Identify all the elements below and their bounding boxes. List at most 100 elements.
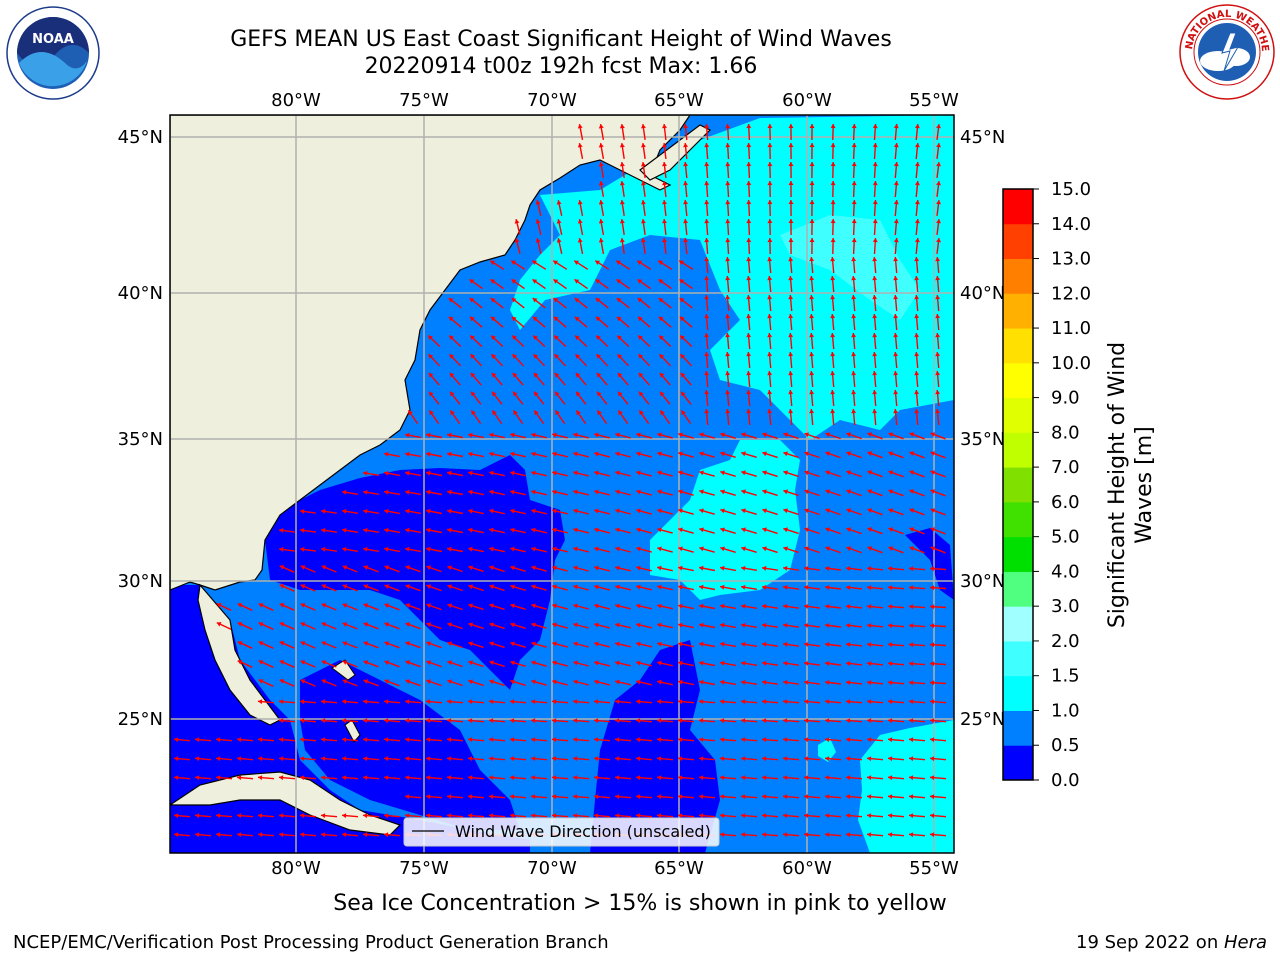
wave-direction-arrowhead — [491, 354, 497, 359]
wave-direction-arrowhead — [657, 546, 662, 552]
wave-direction-arrowhead — [746, 181, 752, 186]
wave-direction-arrowhead — [426, 641, 431, 647]
wave-direction-arrowhead — [720, 718, 725, 724]
wave-direction-arrowhead — [405, 660, 411, 665]
wave-direction-arrowhead — [788, 371, 794, 376]
wave-direction-arrowhead — [662, 143, 667, 148]
wave-direction-arrowhead — [851, 200, 857, 205]
wave-direction-arrowhead — [595, 298, 601, 303]
wave-direction-arrowhead — [809, 219, 815, 223]
wave-direction-arrowhead — [804, 604, 809, 609]
wave-direction-arrowhead — [678, 432, 683, 438]
wave-direction-arrowhead — [321, 527, 326, 533]
wave-direction-arrowhead — [846, 585, 851, 590]
wave-direction-arrowhead — [809, 390, 815, 395]
wave-direction-arrowhead — [594, 546, 599, 552]
wave-direction-arrowhead — [725, 390, 731, 395]
lat-label-left: 25°N — [118, 709, 163, 730]
wave-direction-arrowhead — [681, 391, 686, 397]
colorbar-tick-label: 14.0 — [1051, 214, 1091, 235]
wave-direction-arrowhead — [636, 699, 641, 705]
wave-direction-arrowhead — [783, 451, 788, 457]
wave-direction-arrowhead — [767, 409, 773, 414]
wave-direction-arrowhead — [492, 391, 497, 397]
wave-direction-arrowhead — [195, 813, 200, 819]
wave-direction-arrowhead — [596, 372, 602, 378]
wave-direction-arrowhead — [678, 603, 683, 609]
wave-direction-arrowhead — [930, 623, 935, 629]
wave-direction-arrowhead — [342, 660, 348, 665]
wave-direction-arrowhead — [662, 162, 667, 167]
wave-direction-arrowhead — [447, 794, 452, 800]
wave-direction-arrowhead — [767, 295, 773, 300]
wave-direction-arrowhead — [657, 699, 662, 705]
wave-direction-arrowhead — [300, 832, 305, 838]
wave-direction-arrowhead — [468, 565, 473, 571]
wave-direction-arrowhead — [279, 756, 284, 762]
wave-direction-arrowhead — [678, 718, 683, 724]
wave-direction-arrowhead — [699, 527, 704, 533]
wave-direction-arrowhead — [762, 660, 767, 666]
wave-direction-arrowhead — [846, 680, 851, 685]
wave-direction-arrowhead — [174, 832, 179, 838]
wave-direction-arrowhead — [405, 546, 410, 552]
wave-direction-arrowhead — [867, 470, 873, 475]
wave-direction-arrowhead — [363, 699, 368, 705]
wave-direction-arrowhead — [893, 219, 899, 224]
wave-direction-arrowhead — [384, 603, 390, 608]
wave-direction-arrowhead — [598, 200, 604, 205]
wave-direction-arrowhead — [447, 737, 452, 743]
wave-direction-arrowhead — [678, 546, 683, 552]
wave-direction-arrowhead — [531, 527, 536, 533]
wave-direction-arrowhead — [489, 470, 494, 476]
wave-direction-arrowhead — [830, 276, 836, 281]
wave-direction-arrowhead — [510, 718, 515, 724]
wave-direction-arrowhead — [405, 584, 411, 589]
wave-direction-arrowhead — [426, 603, 431, 609]
wave-direction-arrowhead — [699, 813, 704, 819]
wave-direction-arrowhead — [867, 508, 873, 513]
wave-direction-arrowhead — [699, 489, 704, 495]
wave-direction-arrowhead — [930, 585, 935, 591]
wave-direction-arrowhead — [573, 584, 578, 590]
wave-direction-arrowhead — [767, 181, 773, 186]
wave-direction-arrowhead — [384, 775, 389, 781]
wave-direction-arrowhead — [741, 470, 746, 476]
wave-direction-arrowhead — [783, 432, 788, 438]
wave-direction-arrowhead — [657, 756, 662, 762]
wave-direction-arrowhead — [930, 470, 936, 475]
wave-direction-arrowhead — [574, 260, 579, 265]
wave-direction-arrowhead — [532, 316, 538, 322]
lon-label-top: 70°W — [527, 90, 577, 111]
wave-direction-arrowhead — [470, 372, 476, 378]
wave-direction-arrowhead — [216, 737, 221, 743]
wave-direction-arrowhead — [893, 314, 899, 319]
wave-direction-arrowhead — [363, 508, 368, 514]
wave-direction-arrowhead — [678, 775, 683, 781]
wave-direction-arrowhead — [678, 737, 683, 743]
wave-direction-arrowhead — [657, 470, 662, 476]
wave-direction-arrowhead — [741, 832, 746, 838]
wave-direction-arrowhead — [594, 622, 599, 628]
wave-direction-arrowhead — [300, 737, 305, 743]
wave-direction-arrowhead — [846, 604, 851, 609]
wave-direction-arrowhead — [683, 124, 689, 129]
wave-direction-arrowhead — [447, 679, 452, 685]
wave-direction-arrowhead — [660, 391, 665, 397]
wave-direction-arrowhead — [767, 314, 773, 319]
wave-direction-arrowhead — [825, 527, 830, 533]
wave-direction-arrowhead — [300, 679, 306, 684]
wave-direction-arrowhead — [846, 718, 851, 724]
wave-direction-arrowhead — [678, 641, 683, 647]
wave-direction-arrowhead — [825, 566, 830, 571]
colorbar-ticks: 0.0 0.5 1.0 1.5 2.0 3.0 4.0 5.0 6.0 7.0 8.0 9.0 10.0… — [1033, 179, 1091, 791]
wave-direction-arrowhead — [909, 718, 914, 724]
wave-direction-arrowhead — [594, 470, 599, 476]
wave-direction-arrowhead — [699, 660, 704, 666]
colorbar-segment — [1003, 745, 1033, 781]
wave-direction-arrowhead — [809, 333, 815, 338]
wave-direction-arrowhead — [809, 314, 815, 319]
wave-direction-arrowhead — [615, 451, 620, 457]
wave-direction-arrowhead — [741, 813, 746, 819]
wave-direction-arrowhead — [660, 410, 665, 416]
